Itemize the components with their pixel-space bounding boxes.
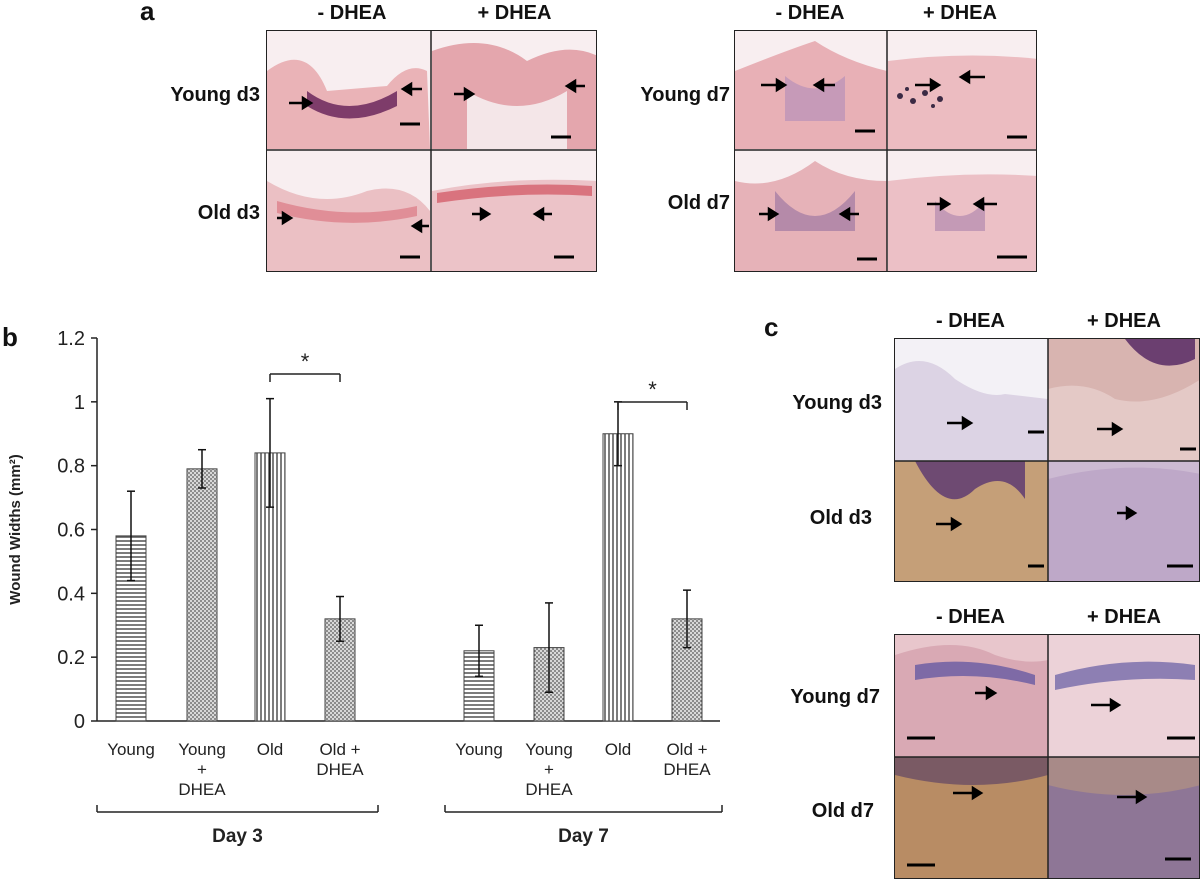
he-wound-bed — [785, 76, 845, 121]
ihc-tissue — [1048, 785, 1199, 878]
ihc-tissue — [895, 361, 1048, 461]
y-tick-label: 0.2 — [57, 647, 85, 669]
ihc-tissue — [1048, 467, 1199, 581]
bar — [186, 468, 218, 722]
he-scab — [307, 91, 397, 119]
panel-c-top-col-minus: - DHEA — [936, 310, 1005, 332]
bar-label: Old — [605, 740, 631, 759]
bar-label: Young — [178, 740, 226, 759]
he-epidermis — [277, 201, 417, 223]
bar-label: + — [544, 760, 554, 779]
y-tick-label: 0.4 — [57, 583, 85, 605]
panel-c-row-young-d7: Young d7 — [790, 686, 880, 708]
bar-label: DHEA — [316, 760, 364, 779]
panel-a-row-young-d7: Young d7 — [640, 84, 730, 106]
significance-mark: * — [648, 377, 657, 402]
panel-a-right-micrographs — [734, 30, 1037, 272]
bar-label: DHEA — [663, 760, 711, 779]
he-tissue — [888, 55, 1036, 149]
panel-b-letter: b — [2, 322, 18, 352]
he-wound-bed — [775, 191, 855, 231]
panel-a-left-col-plus: + DHEA — [477, 2, 552, 24]
ihc-stain — [915, 461, 1025, 500]
wound-width-chart: 0 0.2 0.4 0.6 0.8 1 1.2 Wound Widths (mm²) * * Y… — [7, 328, 723, 847]
panel-a-left-grid — [267, 31, 596, 271]
y-axis-label: Wound Widths (mm²) — [7, 454, 24, 604]
bar-label: Young — [455, 740, 503, 759]
ihc-tissue — [895, 645, 1048, 757]
panel-c-letter: c — [764, 312, 779, 342]
panel-c-bottom-grid — [895, 635, 1199, 878]
panel-c-bottom-col-minus: - DHEA — [936, 606, 1005, 628]
y-tick-label: 1 — [74, 392, 85, 414]
significance-mark: * — [301, 349, 310, 374]
panel-c-top-micrographs — [894, 338, 1200, 582]
panel-a-left-micrographs — [266, 30, 597, 272]
bar-label: DHEA — [178, 780, 226, 799]
panel-a-row-old-d7: Old d7 — [667, 192, 730, 214]
y-tick-label: 1.2 — [57, 328, 85, 350]
panel-c-bottom-col-plus: + DHEA — [1087, 606, 1161, 628]
he-wound-bed — [935, 201, 985, 231]
he-epidermis — [437, 184, 592, 203]
bar-label: Old + — [319, 740, 360, 759]
y-tick-label: 0.6 — [57, 520, 85, 542]
panel-a-row-old-d3: Old d3 — [197, 202, 260, 224]
panel-a-right-col-minus: - DHEA — [775, 2, 845, 24]
y-tick-label: 0.8 — [57, 456, 85, 478]
bar-label: Old + — [666, 740, 707, 759]
he-tissue — [267, 181, 430, 271]
ihc-stain — [1125, 339, 1195, 366]
panel-c-row-young-d3: Young d3 — [792, 392, 882, 414]
panel-c-top-col-plus: + DHEA — [1087, 310, 1161, 332]
panel-a-letter: a — [140, 0, 155, 26]
panel-c-row-old-d3: Old d3 — [809, 507, 872, 529]
bar — [602, 433, 634, 722]
ihc-stain — [895, 757, 1048, 785]
panel-c-bottom-micrographs — [894, 634, 1200, 879]
panel-a-right-grid — [735, 31, 1036, 271]
group-label: Day 3 — [212, 826, 263, 847]
ihc-stain — [1055, 661, 1195, 690]
bar-label: Young — [107, 740, 155, 759]
bar — [463, 650, 495, 722]
bar-label: DHEA — [525, 780, 573, 799]
group-label: Day 7 — [558, 826, 609, 847]
panel-a-right-col-plus: + DHEA — [923, 2, 997, 24]
bar-label: Young — [525, 740, 573, 759]
he-tissue — [267, 59, 430, 149]
panel-a-left-col-minus: - DHEA — [317, 2, 387, 24]
y-tick-label: 0 — [74, 711, 85, 733]
he-dermis — [467, 91, 567, 149]
panel-a-row-young-d3: Young d3 — [170, 84, 260, 106]
panel-c-top-grid — [895, 339, 1199, 581]
he-tissue — [432, 179, 596, 271]
bar-label: Old — [257, 740, 283, 759]
ihc-stain — [915, 661, 1035, 685]
panel-c-row-old-d7: Old d7 — [811, 800, 874, 822]
bar-label: + — [197, 760, 207, 779]
